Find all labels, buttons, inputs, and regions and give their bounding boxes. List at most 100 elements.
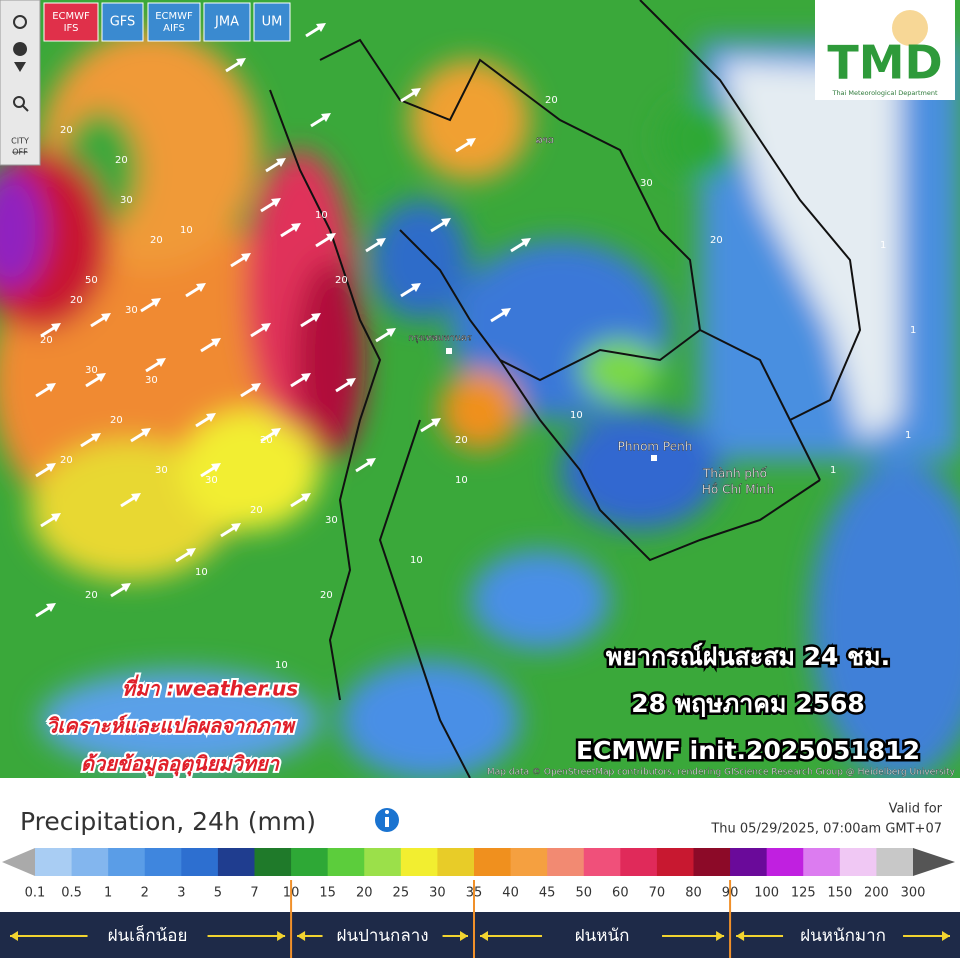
city-marker: [446, 348, 452, 354]
color-swatch: [510, 848, 548, 876]
model-label[interactable]: UM: [262, 15, 283, 30]
scale-label: 0.5: [61, 886, 82, 901]
contour-label: 20: [85, 590, 98, 601]
logo-subtitle: Thai Meteorological Department: [831, 89, 938, 97]
wind-arrow-head: [206, 413, 216, 422]
wind-arrow-head: [316, 23, 326, 32]
city-label: Hồ Chí Minh: [702, 483, 774, 497]
color-swatch: [620, 848, 658, 876]
contour-label: 30: [85, 365, 98, 376]
scale-label: 25: [393, 886, 410, 901]
wind-arrow-head: [301, 373, 311, 382]
city-button-top[interactable]: CITY: [11, 137, 29, 146]
contour-label: 20: [710, 235, 723, 246]
contour-label: 20: [335, 275, 348, 286]
color-swatch: [108, 848, 146, 876]
scale-label: 150: [827, 886, 852, 901]
wind-arrow-head: [321, 113, 331, 122]
wind-arrow-head: [431, 418, 441, 427]
city-labels: Phnom Penh Thành phố Hồ Chí Minh กรุงเทพมหา…: [408, 135, 774, 497]
color-swatch: [437, 848, 475, 876]
color-swatch: [291, 848, 329, 876]
contour-label: 30: [155, 465, 168, 476]
wind-arrow-head: [411, 283, 421, 292]
scale-label: 15: [319, 886, 336, 901]
map[interactable]: 3020203020102030203050203020303020203010…: [0, 0, 960, 780]
contour-label: 10: [195, 567, 208, 578]
color-swatch: [364, 848, 402, 876]
wind-arrow-head: [521, 238, 531, 247]
contour-label: 30: [145, 375, 158, 386]
contour-label: 30: [325, 515, 338, 526]
model-button[interactable]: [101, 2, 144, 42]
scale-label: 80: [685, 886, 702, 901]
wind-arrow-head: [251, 383, 261, 392]
scale-label: 45: [539, 886, 556, 901]
credit-line: วิเคราะห์และแปลผลจากภาพ: [46, 714, 297, 738]
color-swatch: [71, 848, 109, 876]
contour-label: 10: [180, 225, 193, 236]
zoom-icon[interactable]: [13, 96, 25, 108]
wind-arrow-head: [271, 428, 281, 437]
model-label[interactable]: GFS: [110, 15, 136, 30]
model-label[interactable]: JMA: [214, 15, 239, 30]
category-label: ฝนปานกลาง: [336, 926, 428, 946]
wind-arrow-head: [196, 283, 206, 292]
wind-arrow-head: [46, 383, 56, 392]
contour-label: 20: [455, 435, 468, 446]
contour-label: 1: [910, 325, 916, 336]
contour-label: 30: [125, 305, 138, 316]
wind-arrow-head: [276, 158, 286, 167]
scale-label: 7: [250, 886, 258, 901]
contour-label: 20: [60, 455, 73, 466]
logo-text: TMD: [827, 36, 942, 90]
category-arrowhead: [942, 931, 950, 941]
wind-arrow-head: [346, 378, 356, 387]
model-label[interactable]: IFS: [64, 23, 79, 34]
contour-label: 10: [410, 555, 423, 566]
wind-arrow-head: [386, 328, 396, 337]
scale-label: 60: [612, 886, 629, 901]
scale-label: 125: [791, 886, 816, 901]
wind-arrow-head: [411, 88, 421, 97]
intensity-categories: ฝนเล็กน้อย ฝนปานกลาง ฝนหนัก ฝนหนักมาก: [10, 880, 950, 958]
scale-label: 5: [214, 886, 222, 901]
wind-arrow-head: [121, 583, 131, 592]
city-label: กรุงเทพมหานคร: [408, 334, 472, 344]
scale-label: 200: [864, 886, 889, 901]
wind-arrow-head: [96, 373, 106, 382]
refresh-icon[interactable]: [13, 15, 27, 29]
scale-label: 70: [649, 886, 666, 901]
logo: TMD Thai Meteorological Department: [815, 0, 955, 100]
category-label: ฝนเล็กน้อย: [108, 924, 188, 946]
category-arrowhead: [10, 931, 18, 941]
contour-label: 1: [830, 465, 836, 476]
color-swatch: [656, 848, 694, 876]
model-button[interactable]: [253, 2, 291, 42]
contour-label: 30: [120, 195, 133, 206]
color-swatch: [876, 848, 914, 876]
contour-label: 20: [40, 335, 53, 346]
location-icon[interactable]: [13, 42, 28, 72]
model-button[interactable]: [43, 2, 99, 42]
wind-arrow-head: [326, 233, 336, 242]
city-button-bottom[interactable]: OFF: [12, 148, 28, 157]
valid-for: Valid for: [889, 802, 943, 817]
credit-line: ด้วยข้อมูลอุตุนิยมวิทยา: [81, 752, 281, 777]
category-arrowhead: [277, 931, 286, 941]
contour-label: 10: [315, 210, 328, 221]
wind-arrow-head: [241, 253, 251, 262]
model-button[interactable]: [147, 2, 201, 42]
wind-arrow-head: [231, 523, 241, 532]
wind-arrow-head: [211, 338, 221, 347]
wind-arrow-head: [441, 218, 451, 227]
model-button[interactable]: [203, 2, 251, 42]
model-label[interactable]: AIFS: [163, 23, 185, 34]
wind-arrow-head: [301, 493, 311, 502]
wind-arrow-head: [271, 198, 281, 207]
model-label[interactable]: ECMWF: [52, 11, 90, 22]
model-label[interactable]: ECMWF: [155, 11, 193, 22]
contour-label: 20: [260, 435, 273, 446]
